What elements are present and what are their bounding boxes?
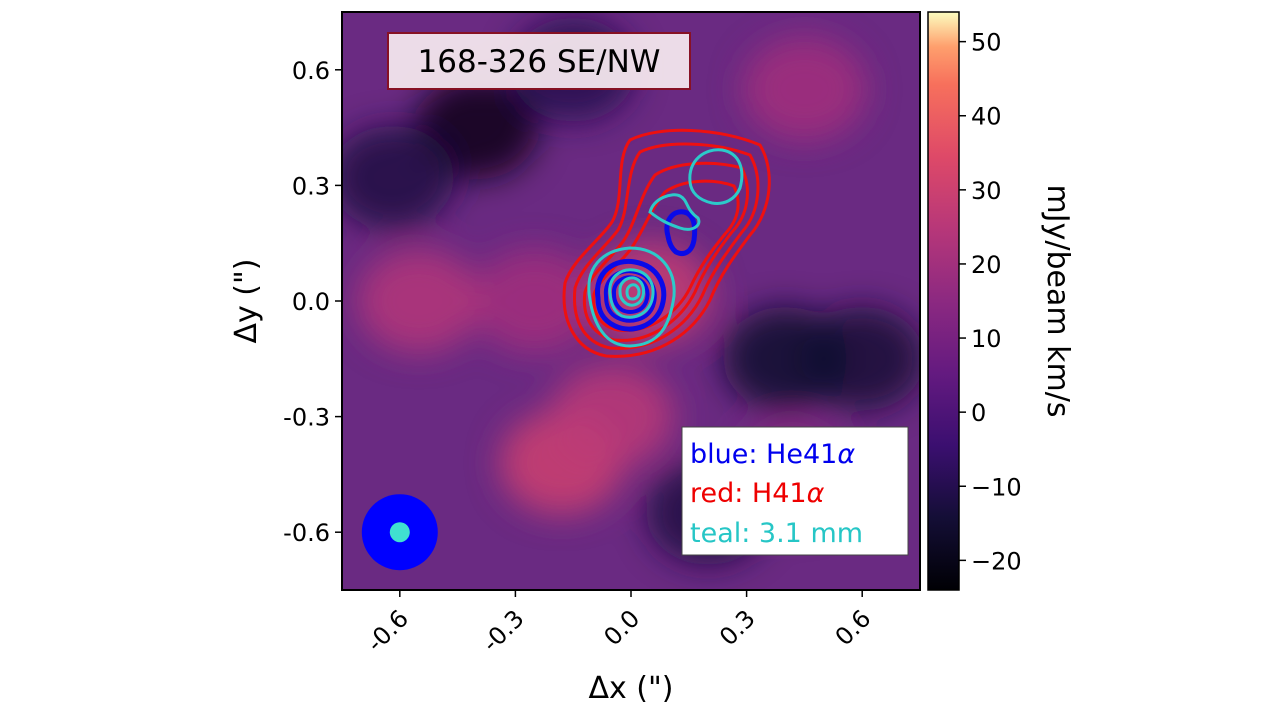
colorbar-axis: 50 40 30 20 10 0 −10 −20	[959, 29, 1022, 575]
colorbar-tick-label: 20	[971, 251, 1002, 279]
blue-contour-main	[595, 258, 667, 332]
legend-entry-h41: red: H41α	[690, 478, 825, 509]
teal-contour-mid	[648, 193, 701, 231]
y-tick-label: -0.6	[283, 519, 330, 547]
y-tick-label: 0.3	[292, 172, 330, 200]
x-tick-label: 0.3	[714, 604, 761, 651]
heatmap-feature-3	[549, 364, 674, 469]
teal-contour-top	[688, 148, 744, 205]
heatmap-feature-1	[357, 249, 482, 353]
y-tick-label: -0.3	[283, 404, 330, 432]
teal-contour-3	[618, 276, 646, 307]
colorbar-tick-label: −20	[971, 547, 1022, 575]
x-tick-label: -0.3	[477, 604, 530, 657]
x-tick-label: -0.6	[361, 604, 414, 657]
heatmap-feature-0	[472, 249, 597, 353]
heatmap-feature-10	[723, 306, 848, 411]
red-contour-outer	[562, 128, 771, 358]
legend-entry-teal: teal: 3.1 mm	[690, 518, 863, 549]
legend: blue: He41α red: H41α teal: 3.1 mm	[681, 426, 909, 556]
colorbar-tick-label: −10	[971, 473, 1022, 501]
beam-inner-circle	[389, 522, 410, 543]
red-contour-2	[572, 142, 760, 350]
colorbar-label: mJy/beam km/s	[1040, 185, 1075, 418]
y-tick-label: 0.6	[292, 57, 330, 85]
legend-box	[681, 426, 909, 556]
teal-contour-outer	[587, 246, 676, 348]
heatmap-feature-4	[742, 37, 867, 142]
colorbar-tick-label: 50	[971, 29, 1002, 57]
legend-entry-he41: blue: He41α	[690, 439, 855, 470]
y-axis: 0.6 0.3 0.0 -0.3 -0.6	[283, 57, 342, 547]
teal-contour-2	[608, 268, 655, 319]
y-axis-label: Δy (")	[229, 258, 264, 343]
colorbar-tick-label: 40	[971, 103, 1002, 131]
colorbar-tick-label: 30	[971, 177, 1002, 205]
x-tick-label: 0.0	[598, 604, 645, 651]
title-box	[387, 32, 691, 90]
blue-contour-3	[611, 275, 650, 314]
chart-title: 168-326 SE/NW	[418, 44, 661, 80]
colorbar	[927, 11, 960, 591]
y-tick-label: 0.0	[292, 288, 330, 316]
contours	[562, 128, 771, 358]
colorbar-tick-label: 0	[971, 399, 986, 427]
teal-contour-core	[625, 283, 641, 301]
blue-contour-small	[664, 209, 698, 256]
x-axis: -0.6 -0.3 0.0 0.3 0.6	[361, 590, 876, 657]
colorbar-tick-label: 10	[971, 325, 1002, 353]
heatmap-feature-8	[342, 125, 455, 230]
x-tick-label: 0.6	[830, 604, 877, 651]
x-axis-label: Δx (")	[588, 671, 673, 706]
